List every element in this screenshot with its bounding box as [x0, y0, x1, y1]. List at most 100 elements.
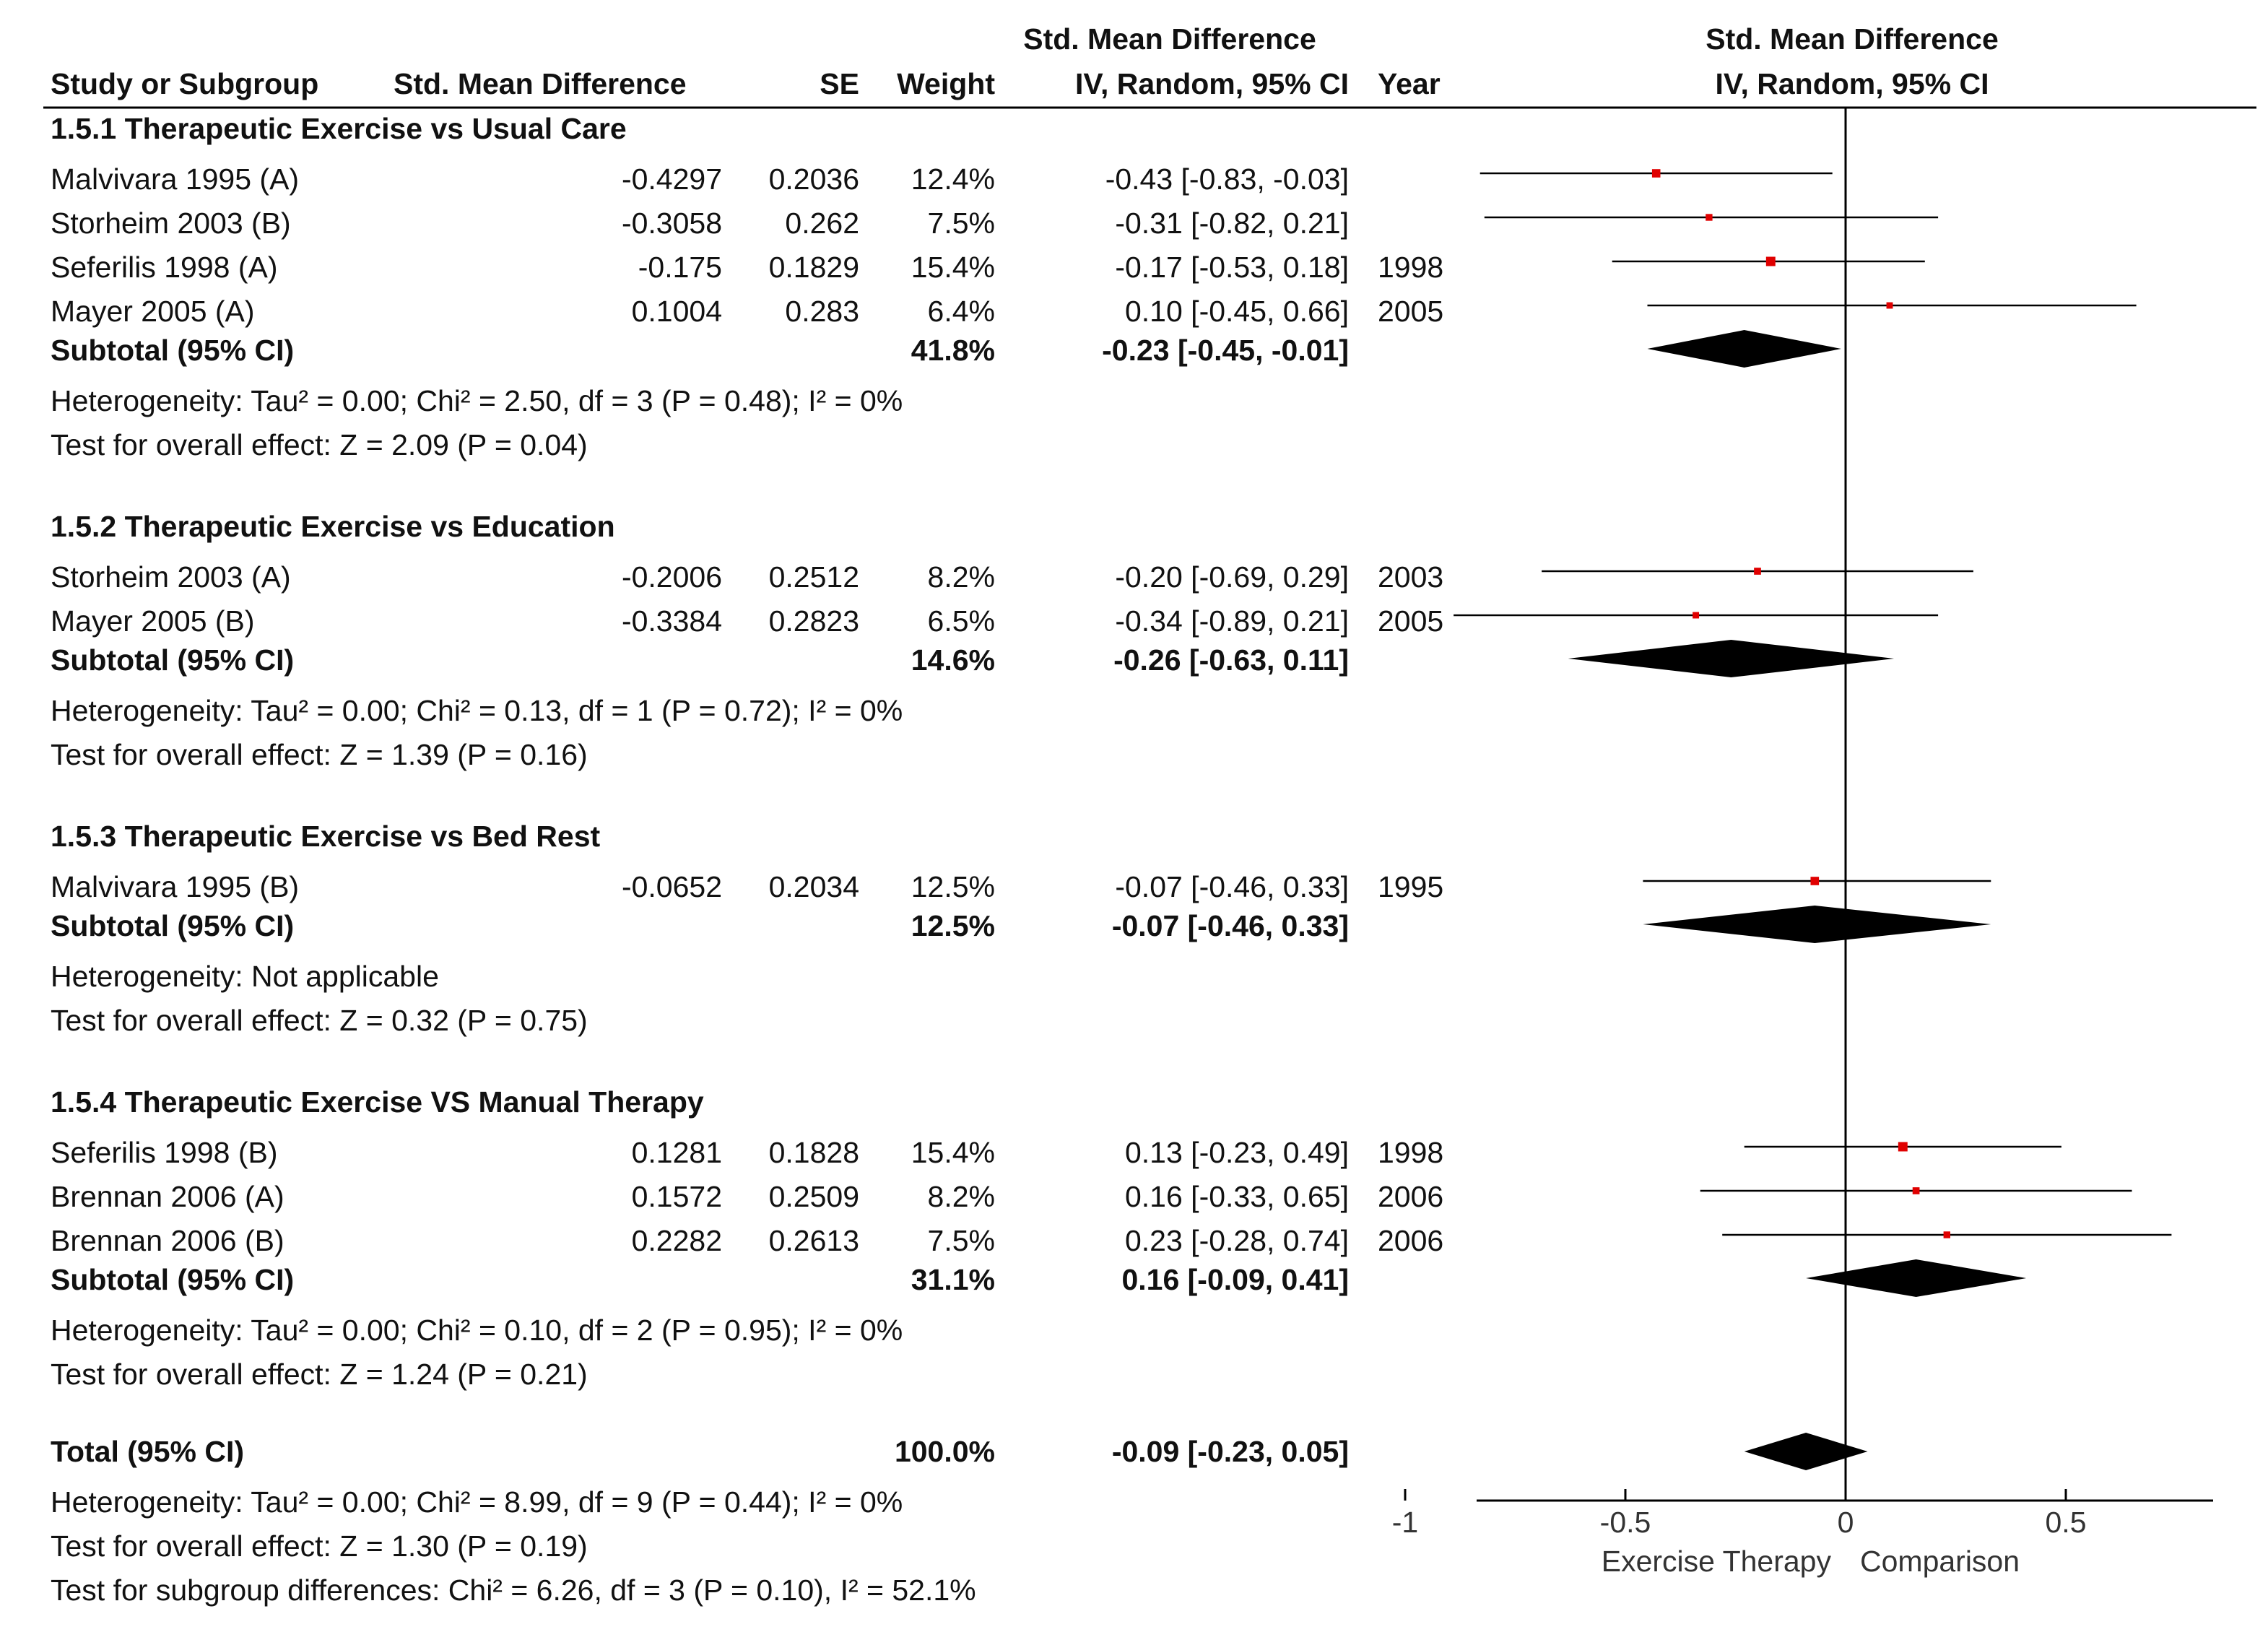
group-title: 1.5.1 Therapeutic Exercise vs Usual Care	[51, 112, 627, 145]
overall-effect-text: Test for overall effect: Z = 1.24 (P = 0…	[51, 1358, 588, 1391]
subtotal-weight: 14.6%	[911, 643, 995, 677]
study-se: 0.2823	[768, 604, 859, 638]
study-smd: -0.3384	[621, 604, 722, 638]
study-smd: 0.2282	[631, 1224, 722, 1257]
study-smd: -0.3058	[621, 207, 722, 240]
study-se: 0.2613	[768, 1224, 859, 1257]
group-title: 1.5.3 Therapeutic Exercise vs Bed Rest	[51, 820, 601, 853]
total-weight: 100.0%	[894, 1435, 995, 1468]
total-diamond	[1744, 1433, 1868, 1470]
header-ci-top: Std. Mean Difference	[1023, 22, 1316, 56]
study-name: Brennan 2006 (B)	[51, 1224, 284, 1257]
axis-label-right: Comparison	[1860, 1545, 2020, 1578]
x-tick-label: -0.5	[1600, 1506, 1651, 1539]
study-se: 0.2509	[768, 1180, 859, 1213]
subtotal-label: Subtotal (95% CI)	[51, 334, 295, 367]
study-year: 2005	[1378, 295, 1444, 328]
subtotal-diamond	[1643, 906, 1991, 943]
study-se: 0.1828	[768, 1136, 859, 1169]
subtotal-diamond	[1568, 640, 1895, 677]
heterogeneity-text: Heterogeneity: Tau² = 0.00; Chi² = 2.50,…	[51, 384, 903, 417]
study-year: 1998	[1378, 251, 1444, 284]
study-smd: -0.175	[638, 251, 722, 284]
study-name: Storheim 2003 (B)	[51, 207, 291, 240]
study-year: 1995	[1378, 870, 1444, 903]
study-name: Malvivara 1995 (B)	[51, 870, 300, 903]
heterogeneity-text: Heterogeneity: Tau² = 0.00; Chi² = 0.13,…	[51, 694, 903, 727]
study-point-marker	[1706, 214, 1713, 221]
study-ci: -0.17 [-0.53, 0.18]	[1115, 251, 1349, 284]
study-year: 2006	[1378, 1224, 1444, 1257]
study-weight: 8.2%	[927, 560, 995, 594]
study-point-marker	[1765, 256, 1776, 266]
study-weight: 8.2%	[927, 1180, 995, 1213]
overall-effect-text: Test for overall effect: Z = 2.09 (P = 0…	[51, 428, 588, 461]
total-ci: -0.09 [-0.23, 0.05]	[1111, 1435, 1349, 1468]
study-ci: -0.43 [-0.83, -0.03]	[1105, 162, 1349, 196]
group-title: 1.5.4 Therapeutic Exercise VS Manual The…	[51, 1085, 704, 1119]
study-point-marker	[1943, 1231, 1950, 1238]
subgroup-differences-text: Test for subgroup differences: Chi² = 6.…	[51, 1574, 976, 1607]
study-year: 1998	[1378, 1136, 1444, 1169]
study-point-marker	[1898, 1142, 1908, 1152]
study-name: Mayer 2005 (B)	[51, 604, 255, 638]
study-weight: 6.4%	[927, 295, 995, 328]
study-weight: 7.5%	[927, 207, 995, 240]
study-point-marker	[1693, 612, 1700, 619]
total-overall-effect-text: Test for overall effect: Z = 1.30 (P = 0…	[51, 1529, 588, 1563]
header-plot-bottom: IV, Random, 95% CI	[1715, 67, 1989, 100]
subtotal-weight: 31.1%	[911, 1263, 995, 1296]
study-smd: -0.2006	[621, 560, 722, 594]
overall-effect-text: Test for overall effect: Z = 0.32 (P = 0…	[51, 1004, 588, 1037]
header-plot-top: Std. Mean Difference	[1706, 22, 1999, 56]
study-name: Seferilis 1998 (B)	[51, 1136, 278, 1169]
subtotal-weight: 41.8%	[911, 334, 995, 367]
study-name: Seferilis 1998 (A)	[51, 251, 278, 284]
study-ci: -0.34 [-0.89, 0.21]	[1115, 604, 1349, 638]
overall-effect-text: Test for overall effect: Z = 1.39 (P = 0…	[51, 738, 588, 771]
study-se: 0.1829	[768, 251, 859, 284]
study-se: 0.262	[785, 207, 859, 240]
study-year: 2003	[1378, 560, 1444, 594]
group-title: 1.5.2 Therapeutic Exercise vs Education	[51, 510, 615, 543]
study-year: 2006	[1378, 1180, 1444, 1213]
study-ci: 0.10 [-0.45, 0.66]	[1124, 295, 1349, 328]
subtotal-ci: -0.26 [-0.63, 0.11]	[1113, 643, 1349, 677]
total-label: Total (95% CI)	[51, 1435, 245, 1468]
study-year: 2005	[1378, 604, 1444, 638]
header-se: SE	[820, 67, 859, 100]
subtotal-diamond	[1806, 1259, 2027, 1297]
study-weight: 15.4%	[911, 1136, 995, 1169]
study-se: 0.2036	[768, 162, 859, 196]
x-tick-label: -1	[1392, 1506, 1418, 1539]
study-point-marker	[1754, 568, 1761, 575]
study-ci: 0.16 [-0.33, 0.65]	[1124, 1180, 1349, 1213]
study-se: 0.283	[785, 295, 859, 328]
header-year: Year	[1378, 67, 1441, 100]
study-point-marker	[1810, 877, 1820, 885]
x-tick-label: 0.5	[2046, 1506, 2087, 1539]
study-smd: 0.1281	[631, 1136, 722, 1169]
subtotal-ci: 0.16 [-0.09, 0.41]	[1121, 1263, 1349, 1296]
study-name: Mayer 2005 (A)	[51, 295, 255, 328]
study-point-marker	[1912, 1187, 1920, 1194]
study-name: Storheim 2003 (A)	[51, 560, 291, 594]
study-smd: -0.0652	[621, 870, 722, 903]
study-smd: 0.1004	[631, 295, 722, 328]
header-study: Study or Subgroup	[51, 67, 319, 100]
axis-label-left: Exercise Therapy	[1602, 1545, 1832, 1578]
subtotal-diamond	[1647, 330, 1841, 368]
study-se: 0.2512	[768, 560, 859, 594]
subtotal-ci: -0.07 [-0.46, 0.33]	[1111, 909, 1349, 942]
study-point-marker	[1651, 169, 1661, 178]
study-ci: -0.07 [-0.46, 0.33]	[1115, 870, 1349, 903]
heterogeneity-text: Heterogeneity: Tau² = 0.00; Chi² = 0.10,…	[51, 1314, 903, 1347]
heterogeneity-text: Heterogeneity: Not applicable	[51, 960, 439, 993]
x-tick-label: 0	[1838, 1506, 1854, 1539]
study-ci: 0.13 [-0.23, 0.49]	[1124, 1136, 1349, 1169]
header-smd: Std. Mean Difference	[394, 67, 687, 100]
subtotal-label: Subtotal (95% CI)	[51, 643, 295, 677]
study-ci: 0.23 [-0.28, 0.74]	[1124, 1224, 1349, 1257]
subtotal-label: Subtotal (95% CI)	[51, 1263, 295, 1296]
